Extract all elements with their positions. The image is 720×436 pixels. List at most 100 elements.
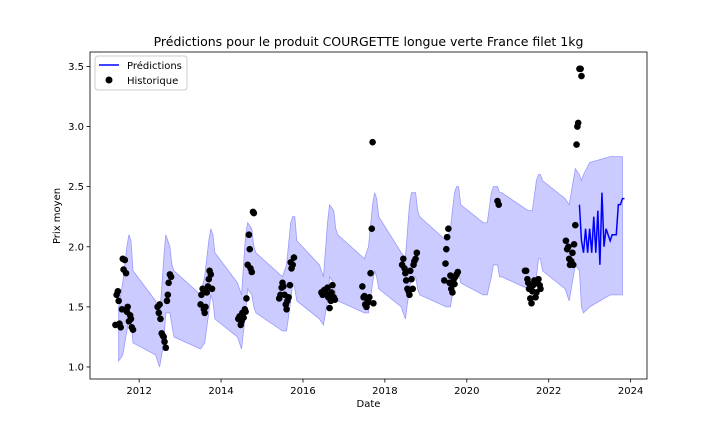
history-point [454, 268, 462, 276]
history-point [242, 308, 249, 315]
history-point [412, 255, 419, 263]
history-point [402, 277, 410, 284]
plot-frame [89, 51, 648, 380]
history-point [370, 299, 377, 307]
history-point [495, 201, 503, 208]
legend-prediction-label: Prédictions [127, 60, 182, 72]
history-point [574, 119, 582, 127]
history-point [201, 309, 208, 317]
history-point [156, 301, 163, 308]
y-axis-label: Prix moyen [52, 188, 63, 244]
x-tick-label: 2024 [618, 386, 643, 397]
history-point [528, 299, 535, 307]
history-point [290, 254, 298, 261]
history-point [250, 209, 258, 217]
history-point [369, 138, 376, 146]
x-tick-label: 2020 [454, 386, 479, 397]
history-point [451, 280, 458, 288]
history-point [445, 225, 452, 233]
history-point [449, 289, 456, 296]
x-axis-label: Date [357, 399, 381, 410]
history-point [440, 277, 448, 284]
history-point [114, 287, 122, 295]
history-point [121, 256, 129, 264]
plot-contents [112, 65, 625, 368]
x-tick-label: 2016 [290, 386, 315, 397]
history-point [535, 275, 542, 283]
history-point [161, 338, 168, 346]
x-tick-label: 2022 [536, 386, 561, 397]
history-point [569, 261, 577, 269]
history-point [577, 65, 584, 73]
history-point [406, 267, 414, 275]
x-tick-label: 2014 [208, 386, 233, 397]
legend: Prédictions Historique [94, 55, 188, 91]
history-point [118, 305, 126, 313]
history-point [367, 269, 374, 277]
history-point [245, 231, 253, 239]
history-point [359, 283, 366, 290]
history-point [155, 309, 163, 317]
x-axis: 2012 2014 2016 2018 2020 2022 2024 [126, 379, 643, 397]
history-point [115, 297, 122, 305]
history-point [198, 291, 205, 299]
history-point [280, 283, 287, 290]
history-point [240, 314, 247, 321]
history-point [413, 249, 421, 257]
history-point [289, 261, 297, 269]
history-point [203, 289, 211, 296]
history-point [124, 303, 131, 311]
y-axis: 1.0 1.5 2.0 2.5 3.0 3.5 [68, 62, 90, 373]
y-tick-label: 1.5 [68, 302, 84, 313]
history-point [522, 267, 530, 275]
history-point [570, 241, 578, 248]
history-point [565, 243, 572, 251]
y-tick-label: 1.0 [68, 362, 84, 373]
history-point [408, 275, 415, 283]
history-point [400, 255, 407, 263]
history-point [162, 344, 170, 352]
history-point [537, 285, 544, 293]
history-point [329, 281, 336, 289]
x-tick-label: 2018 [372, 386, 397, 397]
history-point [208, 285, 216, 293]
history-point [165, 279, 172, 287]
history-point [167, 273, 175, 281]
history-point [127, 315, 135, 323]
history-point [572, 221, 579, 229]
history-point [197, 301, 204, 308]
plot-area [89, 51, 648, 380]
history-point [246, 245, 254, 253]
history-point [163, 297, 171, 305]
history-point [569, 249, 576, 257]
history-point [122, 269, 130, 277]
history-point [324, 284, 331, 291]
history-point [129, 326, 137, 334]
legend-history-swatch [105, 76, 113, 84]
history-point [283, 305, 290, 313]
x-tick-label: 2012 [126, 386, 151, 397]
history-point [366, 293, 373, 301]
y-tick-label: 2.0 [68, 242, 84, 253]
history-point [243, 295, 250, 302]
history-point [406, 291, 413, 299]
history-point [202, 303, 209, 311]
y-tick-label: 3.0 [68, 122, 84, 133]
history-point [443, 233, 451, 241]
history-point [562, 237, 570, 245]
history-point [248, 268, 256, 276]
history-point [442, 260, 449, 267]
history-point [573, 141, 580, 148]
chart-title: Prédictions pour le produit COURGETTE lo… [154, 34, 584, 49]
history-point [285, 293, 292, 301]
y-tick-label: 2.5 [68, 182, 84, 193]
history-point [524, 279, 532, 287]
legend-history-label: Historique [127, 76, 178, 87]
history-point [164, 291, 172, 299]
history-point [368, 225, 376, 233]
history-point [207, 271, 215, 278]
history-point [409, 285, 417, 293]
history-point [286, 281, 294, 289]
